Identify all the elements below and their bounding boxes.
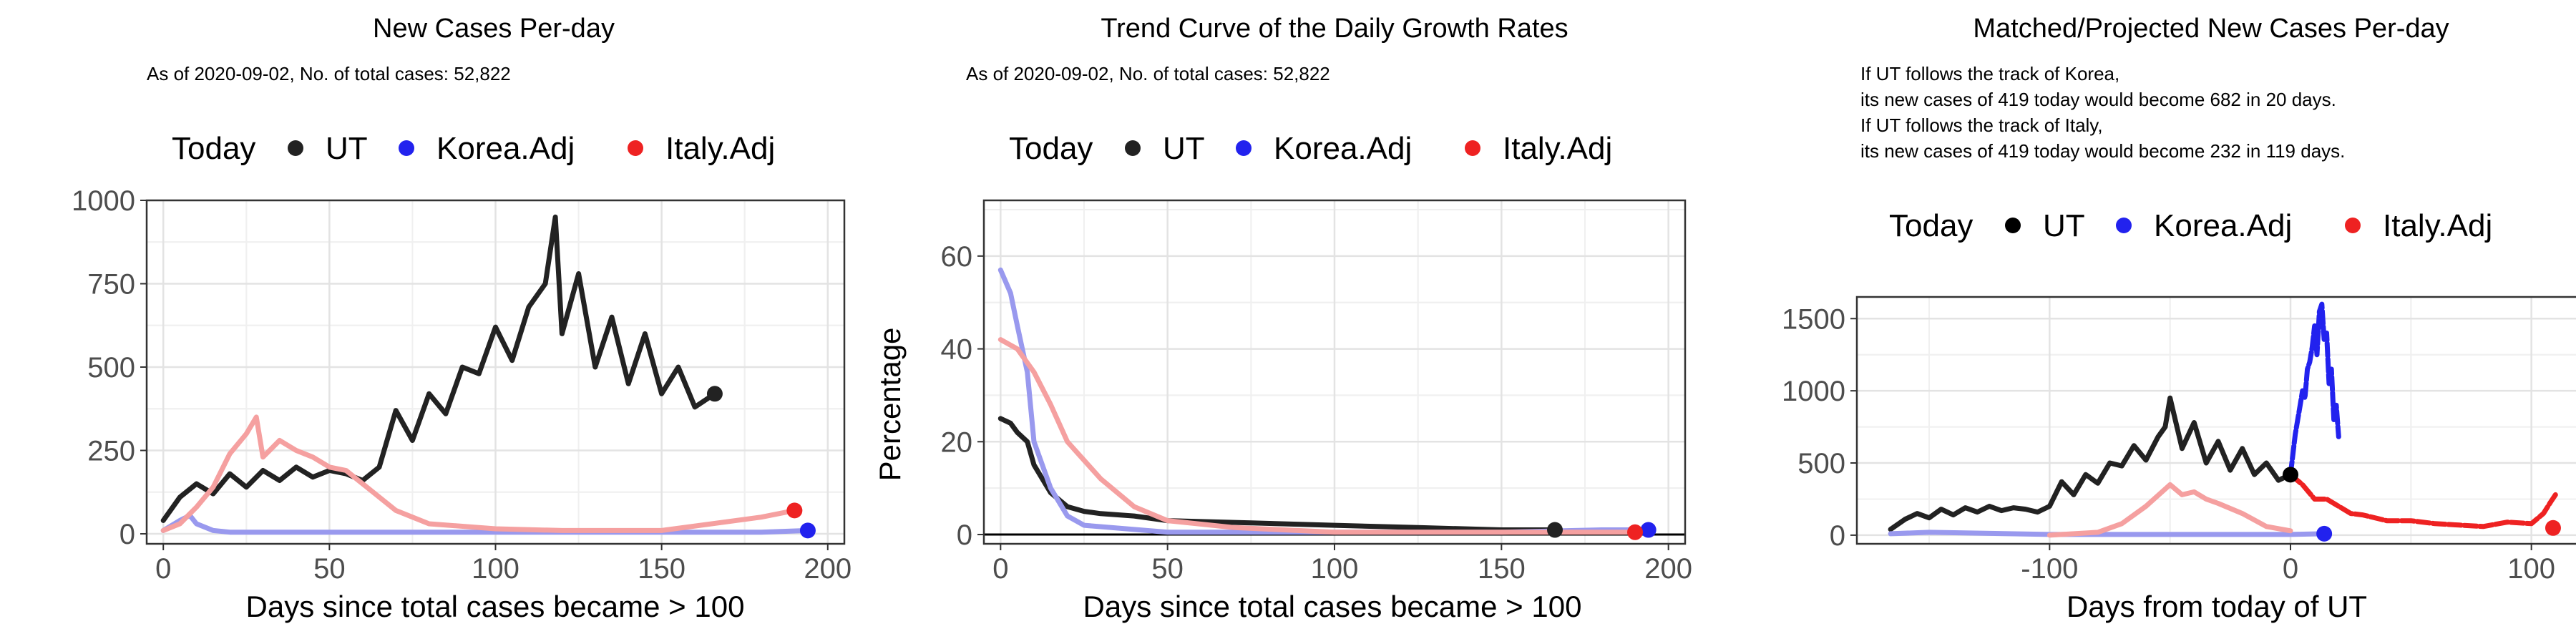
legend-marker: [1236, 140, 1252, 156]
y-tick-label: 1000: [72, 185, 135, 217]
series-line-korea-adj-past: [1888, 530, 2327, 537]
x-tick-label: 0: [2283, 553, 2298, 585]
today-point-ut: [1547, 522, 1563, 538]
x-tick-label: 50: [1151, 553, 1184, 585]
plot-border: [982, 199, 1687, 545]
annotation-line: its new cases of 419 today would become …: [1860, 89, 2336, 110]
x-tick-label: 0: [155, 553, 171, 585]
legend-marker: [1465, 140, 1480, 156]
x-tick-label: 100: [1311, 553, 1359, 585]
series-line-ut: [1888, 395, 2293, 532]
legend-entry: UT: [326, 131, 368, 166]
legend-marker: [2005, 218, 2021, 233]
panel-new-cases: New Cases Per-day As of 2020-09-02, No. …: [72, 14, 852, 623]
y-tick-label: 0: [119, 519, 135, 550]
y-tick-label: 60: [941, 241, 973, 273]
legend-title: Today: [1009, 131, 1093, 166]
legend: Today UT Korea.Adj Italy.Adj: [172, 131, 775, 166]
today-point-italy-adj: [1627, 524, 1643, 540]
annotation-line: If UT follows the track of Korea,: [1860, 63, 2119, 84]
x-axis-label: Days from today of UT: [2067, 590, 2367, 623]
plot-border: [1855, 296, 2576, 545]
legend-title: Today: [1889, 208, 1973, 243]
x-axis-label: Days since total cases became > 100: [1083, 590, 1582, 623]
today-point-italy-adj: [2545, 519, 2561, 536]
x-tick-label: 0: [992, 553, 1008, 585]
chart-title: Trend Curve of the Daily Growth Rates: [1101, 14, 1568, 44]
plot-area: 0 50 100 150 200 0 250 500 750 1000: [72, 185, 852, 585]
plot-area: 0 50 100 150 200 0 20 40 60: [941, 199, 1692, 585]
y-tick-label: 1000: [1782, 376, 1845, 407]
grid: [147, 199, 844, 544]
today-point-ut: [2283, 467, 2298, 483]
legend-marker: [399, 140, 414, 156]
x-tick-label: 200: [804, 553, 852, 585]
legend: Today UT Korea.Adj Italy.Adj: [1889, 208, 2492, 243]
series-line-ut: [997, 416, 1558, 532]
plot-border: [145, 199, 846, 545]
grid: [984, 200, 1685, 544]
x-tick-label: 150: [1478, 553, 1526, 585]
today-point-ut: [706, 386, 723, 402]
y-tick-label: 40: [941, 334, 973, 366]
legend-entry: Italy.Adj: [665, 131, 775, 166]
legend-marker: [2345, 218, 2361, 233]
legend-marker: [2116, 218, 2132, 233]
y-tick-label: 1500: [1782, 303, 1845, 335]
series-line-italy-adj-past: [2046, 482, 2293, 538]
series-line-italy-adj: [997, 337, 1638, 535]
legend-entry: Italy.Adj: [1503, 131, 1612, 166]
annotation-line: If UT follows the track of Italy,: [1860, 114, 2103, 136]
legend: Today UT Korea.Adj Italy.Adj: [1009, 131, 1612, 166]
today-point-korea-adj: [799, 522, 816, 539]
x-tick-label: 50: [313, 553, 346, 585]
series-line-ut: [160, 214, 718, 523]
today-point-italy-adj: [786, 502, 803, 519]
series-line-korea-adj: [2288, 301, 2341, 477]
legend-entry: UT: [2043, 208, 2085, 243]
x-axis-label: Days since total cases became > 100: [246, 590, 745, 623]
y-tick-label: 500: [87, 352, 135, 384]
legend-marker: [628, 140, 643, 156]
series-line-korea-adj: [997, 267, 1652, 535]
chart-subtitle: As of 2020-09-02, No. of total cases: 52…: [147, 63, 511, 84]
legend-marker: [1125, 140, 1141, 156]
x-tick-label: -100: [2021, 553, 2078, 585]
x-tick-label: 100: [2507, 553, 2555, 585]
legend-marker: [288, 140, 303, 156]
y-tick-label: 0: [1830, 520, 1845, 552]
x-tick-label: 150: [638, 553, 686, 585]
chart-subtitle: As of 2020-09-02, No. of total cases: 52…: [966, 63, 1330, 84]
x-tick-label: 200: [1644, 553, 1692, 585]
grid: [1857, 297, 2576, 544]
legend-entry: Korea.Adj: [2154, 208, 2292, 243]
x-tick-label: 100: [472, 553, 519, 585]
y-tick-label: 0: [957, 519, 972, 551]
y-tick-label: 750: [87, 269, 135, 301]
legend-entry: Italy.Adj: [2383, 208, 2492, 243]
legend-entry: Korea.Adj: [436, 131, 575, 166]
today-point-korea-adj: [2316, 525, 2333, 542]
annotation-line: its new cases of 419 today would become …: [1860, 140, 2345, 162]
panel-growth-rates: Trend Curve of the Daily Growth Rates As…: [873, 14, 1692, 623]
y-tick-label: 20: [941, 426, 973, 458]
series-line-italy-adj: [160, 414, 797, 533]
chart-title: Matched/Projected New Cases Per-day: [1973, 14, 2449, 44]
y-tick-label: 250: [87, 436, 135, 467]
legend-entry: Korea.Adj: [1274, 131, 1412, 166]
legend-entry: UT: [1163, 131, 1205, 166]
chart-title: New Cases Per-day: [373, 14, 615, 44]
y-axis-label: Percentage: [873, 328, 907, 482]
legend-title: Today: [172, 131, 255, 166]
panel-projected: Matched/Projected New Cases Per-day If U…: [1782, 14, 2576, 623]
today-point-korea-adj: [1640, 522, 1657, 538]
y-tick-label: 500: [1797, 448, 1845, 479]
series-line-italy-adj: [2288, 472, 2558, 530]
